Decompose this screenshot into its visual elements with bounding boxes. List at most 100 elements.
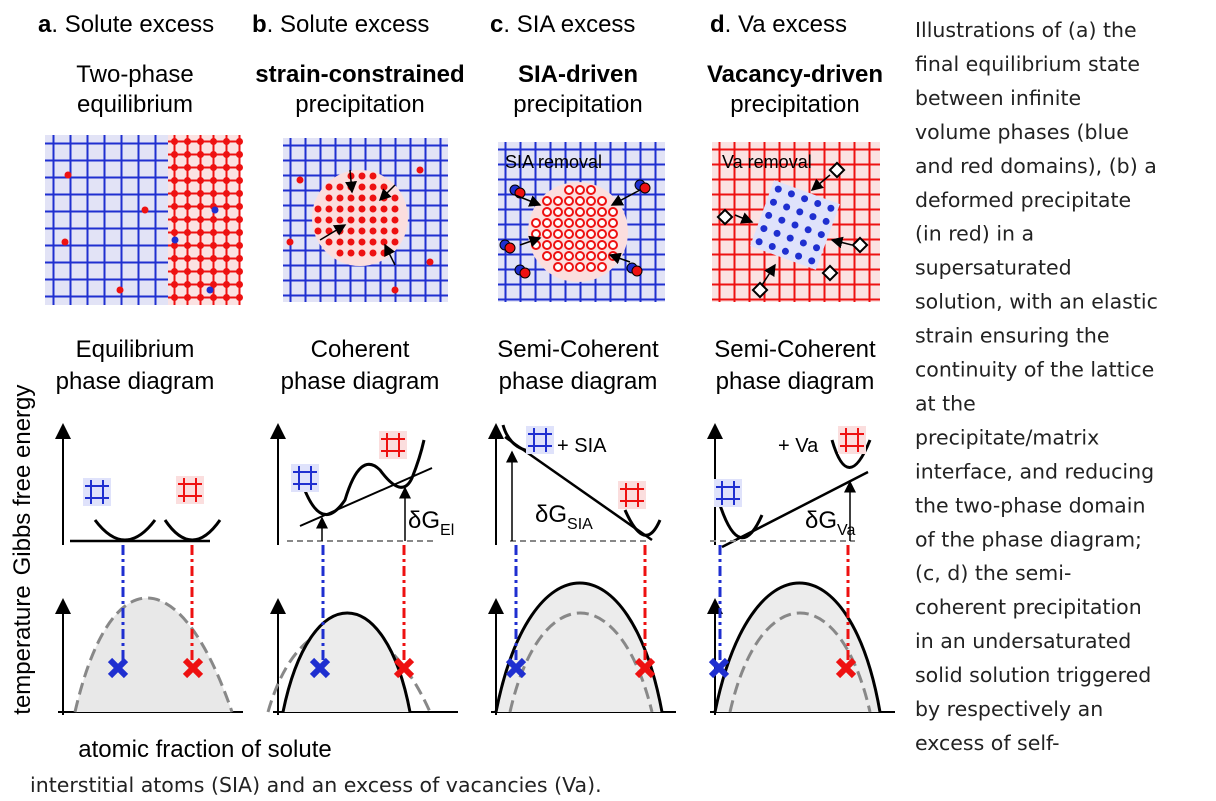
panel-heading-text: . Solute excess [51, 11, 214, 38]
atom [223, 268, 230, 275]
atom [576, 230, 584, 238]
diagram-title: phase diagram [281, 368, 440, 395]
curve [165, 520, 220, 540]
atom [827, 205, 834, 212]
atom [337, 195, 344, 202]
atom [565, 208, 573, 216]
panel-letter: c [490, 11, 503, 38]
atom [532, 230, 540, 238]
atom [598, 230, 606, 238]
atom [554, 230, 562, 238]
atom [543, 197, 551, 205]
atom [184, 164, 191, 171]
atom [795, 253, 802, 260]
atom [392, 195, 399, 202]
atom [210, 190, 217, 197]
atom [774, 230, 781, 237]
caption-line: supersaturated [915, 256, 1072, 280]
x-axis-label: atomic fraction of solute [78, 736, 331, 763]
atom [236, 281, 243, 288]
atom [210, 164, 217, 171]
atom [348, 239, 355, 246]
atom [576, 241, 584, 249]
atom [609, 230, 617, 238]
atom [756, 238, 763, 245]
atom [236, 203, 243, 210]
caption-line: Illustrations of (a) the [915, 18, 1137, 42]
atom [337, 250, 344, 257]
atom [236, 177, 243, 184]
atom [543, 219, 551, 227]
atom [223, 151, 230, 158]
atom [796, 208, 803, 215]
panel-heading: d. Va excess [710, 11, 847, 38]
atom [171, 203, 178, 210]
panel-heading: a. Solute excess [38, 11, 214, 38]
caption-line: (c, d) the semi- [915, 561, 1071, 585]
atom [565, 252, 573, 260]
atom [808, 257, 815, 264]
atom [326, 217, 333, 224]
curve [75, 598, 232, 712]
caption-line: of the phase diagram; [915, 527, 1142, 551]
diagram-title: Coherent [311, 336, 410, 363]
panel-heading-text: . SIA excess [503, 11, 635, 38]
atom [532, 219, 540, 227]
atom [587, 186, 595, 194]
atom [348, 228, 355, 235]
atom [392, 239, 399, 246]
atom [184, 151, 191, 158]
caption-line: volume phases (blue [915, 120, 1129, 144]
delta-label: δGEl [408, 507, 454, 539]
panel-letter: a [38, 11, 52, 38]
caption-line: coherent precipitation [915, 595, 1142, 619]
atom [184, 216, 191, 223]
atom [800, 239, 807, 246]
atom [788, 190, 795, 197]
atom [236, 216, 243, 223]
atom [598, 263, 606, 271]
atom [787, 235, 794, 242]
atom [769, 243, 776, 250]
atom [770, 199, 777, 206]
atom [565, 219, 573, 227]
atom [760, 225, 767, 232]
atom [576, 263, 584, 271]
caption-line: interstitial atoms (SIA) and an excess o… [30, 773, 602, 797]
panel-title: strain-constrained [255, 61, 464, 88]
panel-title: precipitation [730, 91, 859, 118]
atom [805, 226, 812, 233]
curve [95, 520, 155, 540]
atom [223, 203, 230, 210]
atom [359, 250, 366, 257]
atom [554, 219, 562, 227]
atom [587, 219, 595, 227]
atom [520, 268, 530, 278]
atom [315, 217, 322, 224]
atom [210, 268, 217, 275]
atom [381, 228, 388, 235]
atom [210, 151, 217, 158]
caption-line: excess of self- [915, 731, 1060, 755]
atom [823, 218, 830, 225]
atom [236, 138, 243, 145]
delta-label: δGVa [805, 507, 856, 539]
atom [348, 217, 355, 224]
panel-title: SIA-driven [518, 61, 638, 88]
delta-subscript: El [440, 522, 454, 539]
atom [207, 287, 214, 294]
atom [348, 195, 355, 202]
atom [598, 252, 606, 260]
atom [210, 242, 217, 249]
panel-letter: b [252, 11, 267, 38]
atom [184, 255, 191, 262]
atom [197, 164, 204, 171]
atom [197, 268, 204, 275]
atom [505, 243, 515, 253]
atom [197, 177, 204, 184]
atom [184, 177, 191, 184]
atom [184, 190, 191, 197]
caption-line: continuity of the lattice [915, 358, 1154, 382]
atom [792, 222, 799, 229]
atom [297, 177, 304, 184]
